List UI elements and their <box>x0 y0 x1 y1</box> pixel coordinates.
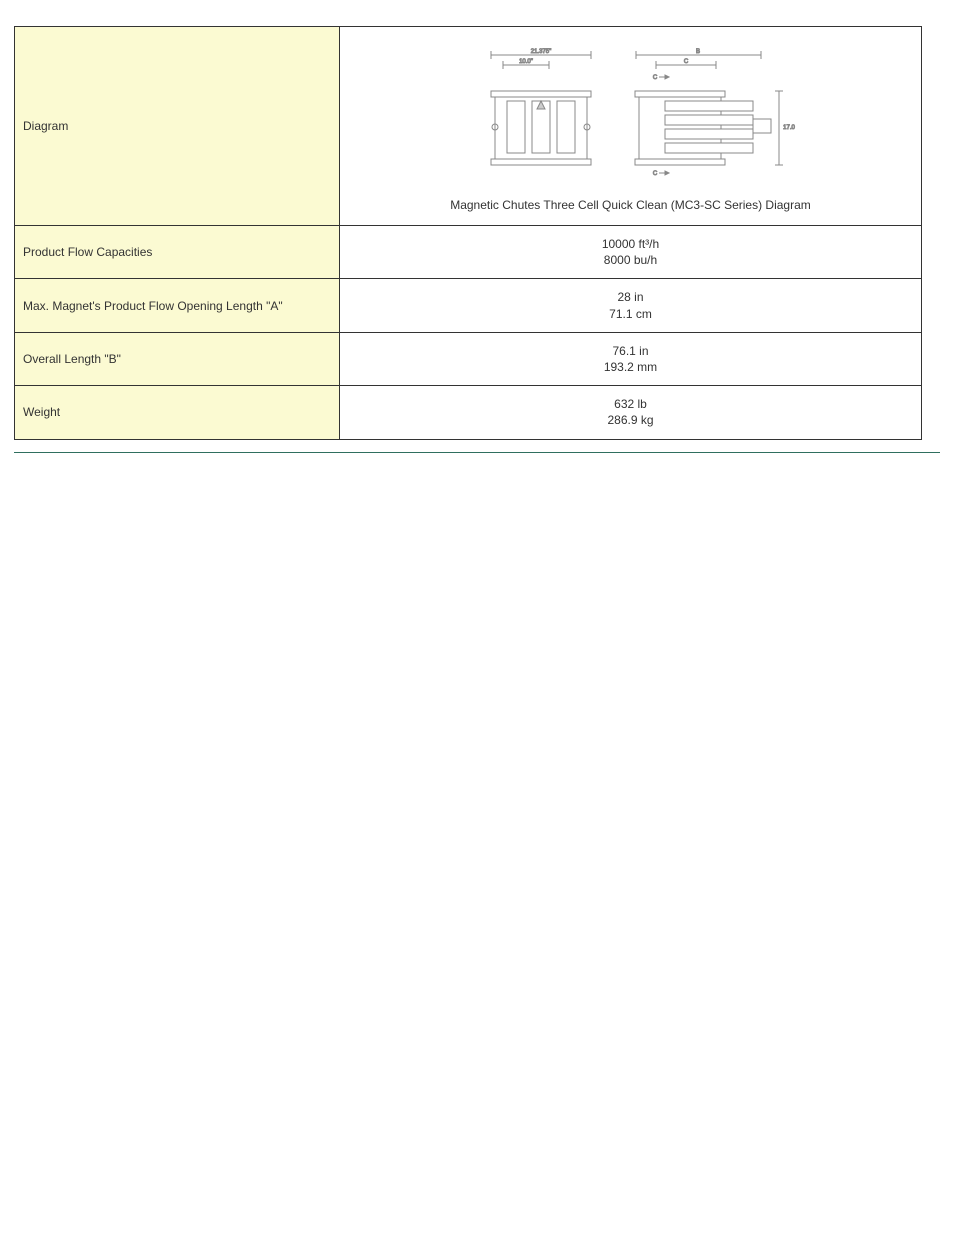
value-line: 71.1 cm <box>609 307 652 321</box>
row-label-text: Weight <box>23 405 60 419</box>
value-line: 28 in <box>617 290 643 304</box>
row-value: 76.1 in 193.2 mm <box>340 332 922 385</box>
product-diagram: 21.375" 10.0" <box>461 39 801 189</box>
value-line: 632 lb <box>614 397 647 411</box>
section-divider <box>14 452 940 453</box>
dim-label: 21.375" <box>530 49 550 55</box>
row-label-text: Diagram <box>23 119 68 133</box>
table-row: Product Flow Capacities 10000 ft³/h 8000… <box>15 226 922 279</box>
row-value: 632 lb 286.9 kg <box>340 386 922 439</box>
table-row: Diagram 21.375" 10.0" <box>15 27 922 226</box>
row-label-text: Product Flow Capacities <box>23 245 152 259</box>
dim-label: C <box>652 75 657 81</box>
diagram-cell: 21.375" 10.0" <box>340 27 922 226</box>
row-value: 28 in 71.1 cm <box>340 279 922 332</box>
value-line: 76.1 in <box>612 344 648 358</box>
table-row: Weight 632 lb 286.9 kg <box>15 386 922 439</box>
dim-label: B <box>695 49 699 55</box>
row-label: Weight <box>15 386 340 439</box>
row-label: Product Flow Capacities <box>15 226 340 279</box>
row-label: Max. Magnet's Product Flow Opening Lengt… <box>15 279 340 332</box>
dim-label: C <box>652 171 657 177</box>
dim-label: 10.0" <box>519 59 533 65</box>
value-line: 10000 ft³/h <box>602 237 659 251</box>
table-row: Max. Magnet's Product Flow Opening Lengt… <box>15 279 922 332</box>
dim-label: C <box>683 59 688 65</box>
spec-table: Diagram 21.375" 10.0" <box>14 26 922 440</box>
table-row: Overall Length "B" 76.1 in 193.2 mm <box>15 332 922 385</box>
value-line: 8000 bu/h <box>604 253 657 267</box>
row-label: Diagram <box>15 27 340 226</box>
row-label-text: Overall Length "B" <box>23 352 121 366</box>
value-line: 286.9 kg <box>607 413 653 427</box>
row-label: Overall Length "B" <box>15 332 340 385</box>
row-label-text: Max. Magnet's Product Flow Opening Lengt… <box>23 299 283 313</box>
value-line: 193.2 mm <box>604 360 657 374</box>
dim-label: 17.0 <box>783 125 795 131</box>
diagram-caption: Magnetic Chutes Three Cell Quick Clean (… <box>348 198 913 212</box>
row-value: 10000 ft³/h 8000 bu/h <box>340 226 922 279</box>
